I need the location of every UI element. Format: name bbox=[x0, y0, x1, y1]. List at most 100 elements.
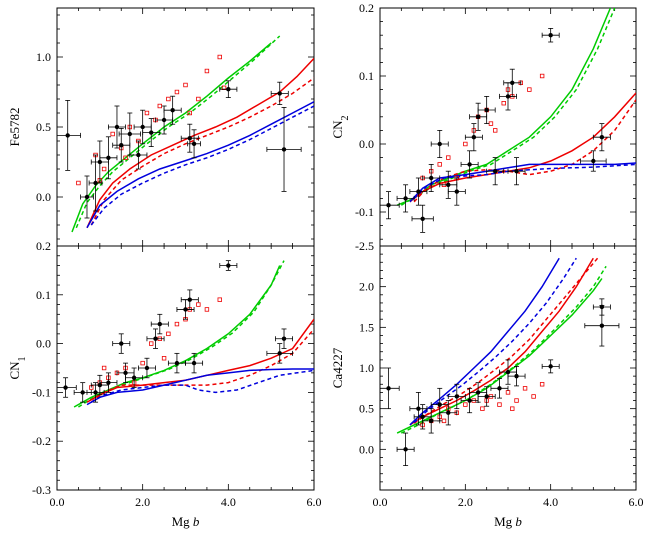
black-data-point bbox=[114, 124, 120, 130]
y-tick-label: 0.5 bbox=[36, 120, 51, 134]
black-data-point bbox=[191, 360, 197, 366]
red-data-point bbox=[161, 356, 167, 361]
red-data-point bbox=[196, 96, 201, 102]
y-tick-label: 0.2 bbox=[36, 239, 51, 253]
x-axis-label: Mg b bbox=[172, 514, 200, 529]
red-data-point bbox=[463, 141, 468, 147]
y-tick-label: 0.0 bbox=[36, 190, 51, 204]
red-data-point bbox=[101, 365, 107, 371]
series-line-5 bbox=[90, 369, 314, 403]
black-data-point bbox=[505, 94, 511, 99]
red-data-point bbox=[204, 307, 210, 312]
black-data-point bbox=[153, 336, 158, 341]
plot-frame bbox=[379, 7, 637, 247]
red-data-point bbox=[463, 402, 468, 407]
plot-frame bbox=[56, 245, 315, 491]
series-line-0 bbox=[396, 278, 603, 434]
y-tick-label: 0.2 bbox=[359, 1, 374, 15]
red-data-point bbox=[531, 394, 536, 399]
series-line-1 bbox=[400, 265, 607, 434]
series-line-5 bbox=[90, 105, 314, 226]
black-data-point bbox=[174, 360, 180, 366]
red-data-point bbox=[196, 302, 201, 307]
red-data-point bbox=[492, 128, 498, 133]
black-data-point bbox=[467, 398, 472, 403]
black-data-point bbox=[416, 189, 421, 194]
y-tick-label: -0.3 bbox=[32, 483, 51, 497]
red-data-point bbox=[157, 103, 162, 109]
series-line-5 bbox=[413, 257, 577, 424]
black-data-point bbox=[420, 414, 425, 419]
red-data-point bbox=[149, 341, 154, 346]
x-tick-label: 6.0 bbox=[629, 495, 644, 509]
y-tick-label: 1.0 bbox=[359, 361, 374, 375]
panel-ca4227: 0.0 0.5 1.0 1.5 2.0 -2.5 0.0 2.0 4.0 6.0 Ca4227 Mg … bbox=[330, 239, 644, 529]
series-line-3 bbox=[90, 77, 314, 226]
y-tick-label: 0.5 bbox=[359, 402, 374, 416]
black-data-point bbox=[140, 124, 145, 130]
series-line-1 bbox=[75, 35, 281, 229]
black-data-point bbox=[599, 135, 605, 140]
series-line-0 bbox=[396, 8, 612, 206]
black-data-point bbox=[127, 131, 133, 137]
panel-cn2: -0.1 0.0 0.1 0.2 CN2 bbox=[330, 1, 637, 247]
red-data-point bbox=[76, 180, 81, 186]
series-line-5 bbox=[413, 163, 636, 199]
black-data-point bbox=[93, 180, 98, 186]
black-data-point bbox=[157, 321, 162, 327]
black-data-point bbox=[84, 194, 90, 200]
black-data-point bbox=[97, 159, 103, 165]
black-data-point bbox=[106, 155, 111, 160]
black-data-point bbox=[403, 196, 408, 201]
red-data-point bbox=[183, 82, 188, 88]
y-tick-label: 0.0 bbox=[36, 337, 51, 351]
data-layer bbox=[57, 260, 314, 408]
x-tick-label: 0.0 bbox=[373, 495, 388, 509]
series-line-4 bbox=[86, 368, 314, 406]
series-line-3 bbox=[413, 257, 599, 424]
red-data-point bbox=[101, 166, 107, 172]
black-data-point bbox=[510, 80, 515, 86]
black-data-point bbox=[149, 130, 154, 135]
black-data-point bbox=[191, 141, 197, 146]
series-line-4 bbox=[409, 162, 636, 203]
data-layer bbox=[57, 35, 314, 233]
black-data-point bbox=[467, 162, 472, 167]
black-data-point bbox=[187, 297, 192, 302]
red-data-point bbox=[441, 418, 447, 424]
black-data-point bbox=[475, 390, 481, 395]
black-data-point bbox=[80, 390, 85, 395]
y-tick-label: 2.0 bbox=[359, 280, 374, 294]
red-data-point bbox=[527, 87, 532, 92]
black-data-point bbox=[591, 158, 596, 164]
black-data-point bbox=[281, 147, 287, 152]
black-data-point bbox=[505, 369, 511, 375]
black-data-point bbox=[123, 370, 128, 376]
red-data-point bbox=[539, 73, 545, 79]
black-data-point bbox=[454, 394, 459, 399]
series-line-3 bbox=[413, 99, 636, 203]
y-tick-label: 1.0 bbox=[36, 50, 51, 64]
red-data-point bbox=[217, 54, 222, 60]
black-data-point bbox=[183, 307, 188, 312]
y-tick-label: -0.1 bbox=[355, 205, 374, 219]
black-data-point bbox=[416, 406, 421, 411]
black-data-point bbox=[497, 386, 502, 391]
black-data-point bbox=[514, 373, 519, 379]
black-data-point bbox=[119, 341, 124, 346]
black-data-point bbox=[454, 189, 459, 194]
black-data-point bbox=[136, 152, 141, 158]
black-data-point bbox=[187, 136, 192, 141]
black-data-point bbox=[63, 385, 68, 390]
y-axis-label: CN2 bbox=[330, 115, 351, 138]
y-tick-label: 0.1 bbox=[36, 288, 51, 302]
black-data-point bbox=[281, 336, 287, 341]
black-data-point bbox=[548, 33, 553, 38]
black-data-point bbox=[471, 135, 477, 140]
series-line-0 bbox=[71, 42, 272, 233]
x-tick-label: 2.0 bbox=[458, 495, 473, 509]
red-data-point bbox=[539, 382, 545, 387]
panel-fe5782: 0.0 0.5 1.0 Fe5782 bbox=[7, 7, 315, 247]
red-data-point bbox=[437, 162, 442, 167]
